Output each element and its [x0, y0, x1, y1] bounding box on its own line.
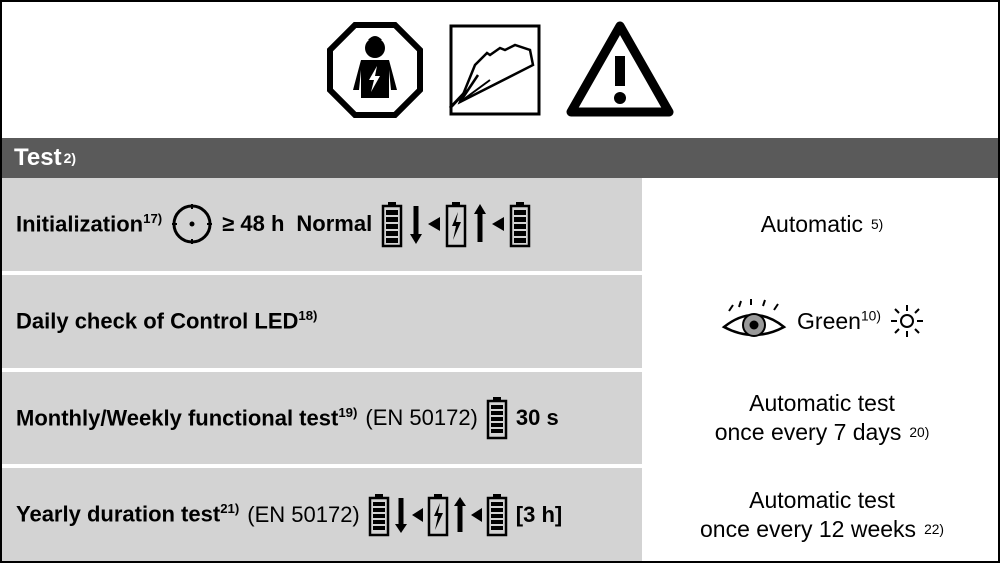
row1-normal: Normal [296, 211, 372, 237]
row3-right: Automatic test once every 7 days 20) [642, 372, 998, 465]
row2-label: Daily check of Control LED [16, 308, 298, 333]
section-header: Test 2) [2, 138, 998, 178]
row4-sup: 21) [220, 501, 239, 516]
row2-right-label: Green [797, 308, 861, 334]
row2-right-sup: 10) [861, 308, 881, 323]
row2-right: Green10) [642, 275, 998, 368]
row4-right-l1: Automatic test [749, 487, 895, 514]
row1-right: Automatic 5) [642, 178, 998, 271]
row3-standard: (EN 50172) [365, 405, 478, 431]
row1-left: Initialization17) ≥ 48 h Normal [2, 178, 642, 271]
row3-label: Monthly/Weekly functional test [16, 405, 338, 430]
header-sup: 2) [64, 150, 76, 166]
row3-right-l2: once every 7 days [715, 419, 902, 446]
table-row: Monthly/Weekly functional test19) (EN 50… [2, 368, 998, 465]
electrician-icon [325, 20, 425, 120]
row1-right-label: Automatic [761, 211, 863, 238]
row1-duration: ≥ 48 h [222, 211, 284, 237]
row2-left: Daily check of Control LED18) [2, 275, 642, 368]
warning-icon [565, 20, 675, 120]
row4-standard: (EN 50172) [247, 502, 360, 528]
row4-label: Yearly duration test [16, 502, 220, 527]
sun-icon [889, 303, 925, 339]
table-row: Yearly duration test21) (EN 50172) [3 h]… [2, 464, 998, 561]
clock-icon [170, 202, 214, 246]
icon-row [2, 2, 998, 138]
battery-sequence-icon [380, 200, 532, 248]
writing-icon [445, 20, 545, 120]
row3-left: Monthly/Weekly functional test19) (EN 50… [2, 372, 642, 465]
row4-right: Automatic test once every 12 weeks 22) [642, 468, 998, 561]
row3-right-sup: 20) [909, 425, 929, 440]
row4-right-sup: 22) [924, 522, 944, 537]
row4-left: Yearly duration test21) (EN 50172) [3 h] [2, 468, 642, 561]
header-label: Test [14, 144, 62, 172]
row1-label: Initialization [16, 212, 143, 237]
row3-right-l1: Automatic test [749, 390, 895, 417]
battery-icon [486, 396, 508, 440]
row1-sup: 17) [143, 211, 162, 226]
table-row: Initialization17) ≥ 48 h Normal [2, 178, 998, 271]
row3-sup: 19) [338, 405, 357, 420]
test-rows: Initialization17) ≥ 48 h Normal [2, 178, 998, 561]
row1-right-sup: 5) [871, 217, 883, 232]
eye-icon [719, 299, 789, 343]
row3-duration: 30 s [516, 405, 559, 431]
table-row: Daily check of Control LED18) Green10) [2, 271, 998, 368]
battery-sequence-icon [368, 493, 508, 537]
row4-duration: [3 h] [516, 502, 562, 528]
row2-sup: 18) [298, 308, 317, 323]
row4-right-l2: once every 12 weeks [700, 516, 916, 543]
